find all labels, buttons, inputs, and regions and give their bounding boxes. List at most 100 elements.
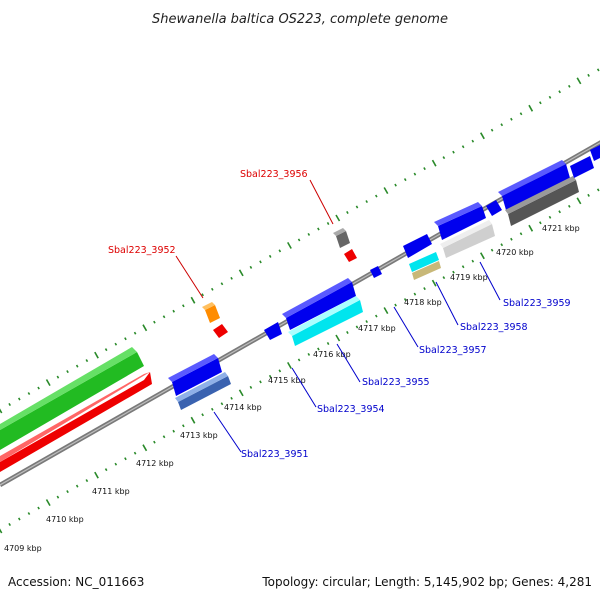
minor-tick: [596, 188, 600, 192]
gene-label: Sbal223_3958: [460, 322, 528, 333]
minor-tick: [587, 73, 590, 77]
minor-tick: [104, 468, 108, 472]
major-tick: [287, 242, 292, 249]
cds-blue-4721-top: [498, 160, 566, 196]
cds-gray-3959-top: [440, 220, 492, 248]
minor-tick: [124, 337, 127, 341]
minor-tick: [394, 183, 397, 187]
tick-label: 4717 kbp: [358, 324, 396, 333]
tick-label: 4709 kbp: [4, 544, 42, 553]
minor-tick: [423, 167, 426, 171]
minor-tick: [403, 298, 407, 302]
minor-tick: [133, 451, 137, 455]
minor-tick: [114, 462, 118, 466]
major-tick: [94, 471, 99, 479]
minor-tick: [162, 315, 166, 319]
major-tick: [94, 351, 99, 359]
minor-tick: [519, 232, 523, 236]
cds-darkgray-4721-top: [505, 176, 576, 214]
leader-3952: [175, 255, 204, 299]
minor-tick: [153, 320, 156, 324]
minor-tick: [37, 386, 40, 390]
leader-3956: [309, 179, 334, 225]
minor-tick: [278, 369, 282, 373]
cds-blue-small-4718: [370, 266, 382, 278]
outer-tick-track: [0, 68, 600, 414]
gene-label: Sbal223_3957: [419, 345, 487, 356]
minor-tick: [220, 282, 224, 286]
major-tick: [0, 528, 3, 534]
leader-3957: [393, 306, 419, 348]
tick-label-group: 4709 kbp 4710 kbp 4711 kbp 4712 kbp 4713 kbp…: [4, 224, 580, 553]
cds-blue-edge-right-2: [590, 145, 600, 161]
major-tick: [431, 159, 437, 167]
leader-3958: [435, 281, 459, 326]
reverse-cds-red-large-top: [0, 372, 150, 462]
minor-tick: [220, 402, 224, 406]
minor-tick: [56, 375, 60, 379]
major-tick: [335, 214, 341, 222]
minor-tick: [114, 342, 118, 346]
cds-cyan-3955-top: [288, 296, 360, 336]
major-tick: [576, 197, 582, 205]
cds-cyan-3958: [409, 252, 439, 272]
minor-tick: [365, 200, 368, 203]
minor-tick: [558, 90, 561, 94]
minor-tick: [27, 512, 31, 516]
minor-tick: [510, 237, 513, 241]
feature-orange-3952-top: [202, 302, 215, 310]
minor-tick: [568, 204, 571, 208]
gene-label: Sbal223_3952: [108, 245, 176, 256]
minor-tick: [182, 424, 185, 428]
minor-tick: [172, 309, 175, 313]
major-tick: [142, 444, 148, 452]
minor-tick: [355, 325, 359, 329]
minor-tick: [259, 380, 262, 384]
cds-blue-small-4720: [486, 200, 502, 216]
minor-tick: [461, 145, 465, 149]
minor-tick: [27, 392, 31, 396]
gene-label: Sbal223_3956: [240, 169, 308, 180]
minor-tick: [162, 435, 166, 439]
minor-tick: [403, 178, 407, 182]
tick-label: 4710 kbp: [46, 515, 84, 524]
minor-tick: [413, 172, 417, 176]
cds-blue-4721: [502, 164, 570, 210]
cds-blue-3954: [286, 282, 356, 330]
minor-tick: [587, 193, 590, 197]
cds-cyan-3955: [292, 300, 363, 346]
minor-tick: [201, 413, 204, 417]
minor-tick: [596, 68, 600, 72]
minor-tick: [307, 233, 311, 236]
minor-tick: [539, 101, 542, 105]
feature-dark-3956: [336, 231, 350, 248]
minor-tick: [75, 484, 79, 488]
tick-label: 4721 kbp: [542, 224, 580, 233]
minor-tick: [510, 117, 513, 121]
cds-blue-3957: [403, 234, 432, 258]
major-tick: [45, 379, 51, 386]
cds-steel-3951: [178, 376, 231, 410]
major-tick: [238, 389, 244, 397]
leader-3959: [479, 261, 501, 301]
major-tick: [142, 324, 148, 332]
feature-track: [0, 145, 600, 472]
minor-tick: [8, 402, 11, 407]
minor-tick: [365, 320, 368, 323]
minor-tick: [259, 260, 262, 264]
gene-leader-lines: [175, 179, 501, 453]
cds-darkgray-4721: [508, 180, 579, 226]
major-tick: [287, 362, 292, 369]
minor-tick: [56, 495, 60, 499]
minor-tick: [326, 342, 330, 345]
major-tick: [431, 279, 437, 287]
cds-blue-3954-top: [282, 278, 352, 318]
minor-tick: [548, 215, 552, 219]
map-title: Shewanella baltica OS223, complete genom…: [152, 12, 448, 27]
minor-tick: [500, 243, 504, 247]
minor-tick: [210, 287, 214, 291]
tick-label: 4712 kbp: [136, 459, 174, 468]
leader-3954: [291, 367, 317, 408]
gene-label-group: Sbal223_3956 Sbal223_3952 Sbal223_3959 Sbal…: [108, 169, 571, 460]
